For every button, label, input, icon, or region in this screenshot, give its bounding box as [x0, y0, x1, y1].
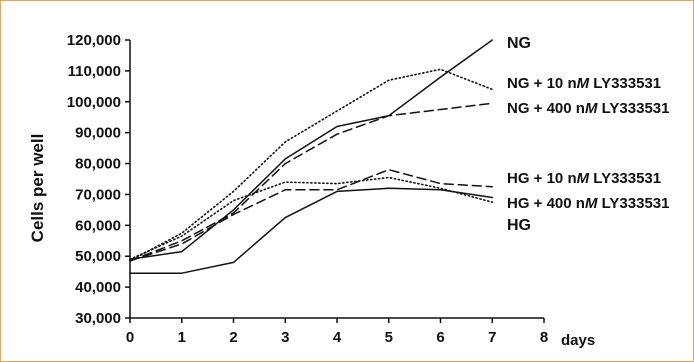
- series-line-4: [129, 168, 494, 262]
- series-label-4: HG + 400 nM LY333531: [507, 195, 669, 212]
- series-label-3: HG + 10 nM LY333531: [507, 170, 661, 187]
- y-tick-label: 60,000: [75, 217, 121, 234]
- series-line-3: [129, 176, 494, 261]
- x-tick-label: 5: [385, 329, 393, 346]
- y-tick-label: 80,000: [75, 156, 121, 173]
- series-label-part: LY333531: [589, 170, 661, 187]
- y-axis-label: Cells per well: [28, 134, 47, 243]
- x-tick-label: 7: [488, 329, 496, 346]
- series-label-2: NG + 400 nM LY333531: [507, 100, 669, 117]
- series-label-part: NG + 400 n: [507, 100, 585, 117]
- series-label-part: M: [585, 100, 598, 117]
- series-line-1: [129, 68, 494, 262]
- series-label-1: NG + 10 nM LY333531: [507, 75, 661, 92]
- y-tick-label: 100,000: [67, 94, 121, 111]
- x-axis-label: days: [561, 332, 595, 349]
- series-label-part: HG: [507, 217, 531, 234]
- x-tick-label: 0: [126, 329, 134, 346]
- series-label-part: HG + 400 n: [507, 195, 585, 212]
- series-label-part: M: [585, 195, 598, 212]
- series-label-part: LY333531: [597, 195, 669, 212]
- series-line-2: [129, 102, 494, 262]
- series-label-part: HG + 10 n: [507, 170, 577, 187]
- y-tick-label: 90,000: [75, 125, 121, 142]
- series-label-part: M: [577, 170, 590, 187]
- series-lines: [129, 39, 494, 274]
- y-tick-label: 110,000: [68, 63, 121, 80]
- x-tick-label: 6: [436, 329, 444, 346]
- series-label-part: LY333531: [589, 75, 661, 92]
- x-tick-label: 3: [281, 329, 289, 346]
- x-tick-label: 2: [229, 329, 237, 346]
- series-label-0: NG: [507, 35, 531, 52]
- series-line-5: [129, 187, 494, 274]
- series-label-part: LY333531: [597, 100, 669, 117]
- x-tick-label: 1: [178, 329, 186, 346]
- series-label-part: M: [577, 75, 590, 92]
- series-label-part: NG: [507, 35, 531, 52]
- y-tick-label: 40,000: [75, 279, 121, 296]
- series-label-5: HG: [507, 217, 531, 234]
- y-tick-label: 70,000: [75, 186, 121, 203]
- x-tick-label: 4: [333, 329, 342, 346]
- y-tick-label: 50,000: [75, 248, 121, 265]
- series-line-0: [129, 39, 494, 261]
- y-tick-label: 30,000: [75, 310, 121, 327]
- series-label-part: NG + 10 n: [507, 75, 577, 92]
- y-tick-label: 120,000: [67, 32, 121, 49]
- x-tick-label: 8: [540, 329, 548, 346]
- axes: 30,000 40,000 50,000 60,000 70,000 80,000 90,0…: [67, 32, 548, 346]
